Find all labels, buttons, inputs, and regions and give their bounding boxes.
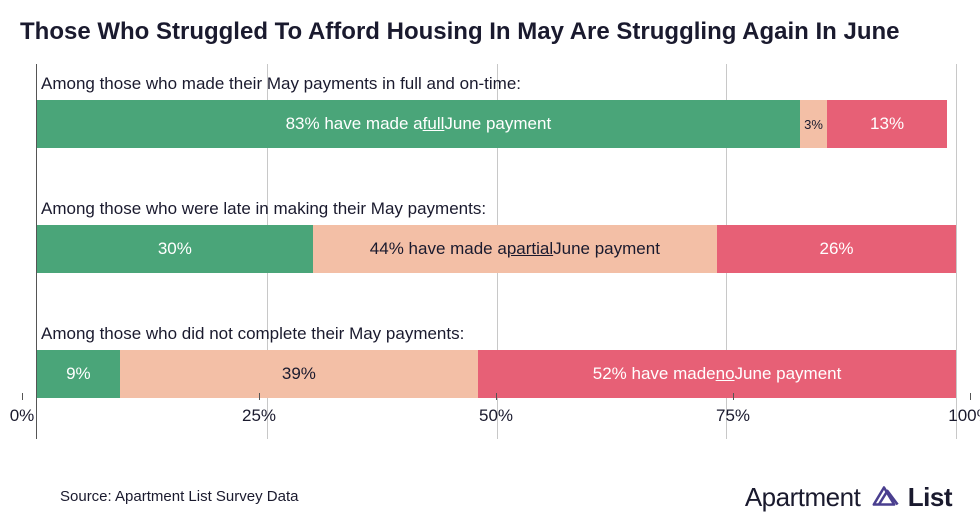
tick-mark (970, 393, 971, 400)
row-label: Among those who made their May payments … (37, 74, 956, 94)
bar-segment: 52% have made no June payment (478, 350, 956, 398)
segment-label: 30% (158, 239, 192, 259)
tick-mark (22, 393, 23, 400)
row-label: Among those who did not complete their M… (37, 324, 956, 344)
tick-label: 50% (479, 406, 513, 426)
stacked-bar: 83% have made a full June payment 3% 13% (37, 100, 956, 148)
bar-row: Among those who were late in making thei… (37, 199, 956, 273)
stacked-bar: 9% 39% 52% have made no June payment (37, 350, 956, 398)
tick-mark (733, 393, 734, 400)
bar-row: Among those who made their May payments … (37, 74, 956, 148)
tick-label: 0% (10, 406, 35, 426)
source-text: Source: Apartment List Survey Data (60, 488, 298, 505)
stacked-bar: 30% 44% have made a partial June payment 2… (37, 225, 956, 273)
segment-label: 13% (870, 114, 904, 134)
bar-segment: 26% (717, 225, 956, 273)
chart-title: Those Who Struggled To Afford Housing In… (14, 18, 966, 46)
segment-label: 83% have made a (286, 114, 423, 134)
segment-label: 39% (282, 364, 316, 384)
segment-label: June payment (444, 114, 551, 134)
bar-segment: 83% have made a full June payment (37, 100, 800, 148)
segment-label-underline: partial (507, 239, 553, 259)
tick-label: 25% (242, 406, 276, 426)
segment-label-underline: no (716, 364, 735, 384)
bar-segment: 13% (827, 100, 946, 148)
tick-label: 100% (948, 406, 980, 426)
gridline (956, 64, 957, 439)
tick-mark (259, 393, 260, 400)
segment-label: 44% have made a (370, 239, 507, 259)
bar-segment: 44% have made a partial June payment (313, 225, 717, 273)
segment-label: 9% (66, 364, 91, 384)
chart-area: Among those who made their May payments … (36, 64, 956, 439)
apartment-list-icon (867, 479, 901, 513)
bar-segment: 30% (37, 225, 313, 273)
segment-label: 3% (804, 117, 823, 132)
brand-text: Apartment List (745, 479, 952, 513)
bar-row: Among those who did not complete their M… (37, 324, 956, 398)
bar-segment: 9% (37, 350, 120, 398)
segment-label: 52% have made (593, 364, 716, 384)
segment-label: 26% (820, 239, 854, 259)
tick-mark (496, 393, 497, 400)
segment-label-underline: full (423, 114, 445, 134)
x-axis: 0%25%50%75%100% (22, 398, 970, 428)
row-label: Among those who were late in making thei… (37, 199, 956, 219)
tick-label: 75% (716, 406, 750, 426)
brand-logo: Apartment List (745, 479, 952, 513)
segment-label: June payment (735, 364, 842, 384)
segment-label: June payment (553, 239, 660, 259)
bar-segment: 39% (120, 350, 478, 398)
bar-segment: 3% (800, 100, 828, 148)
plot-region: Among those who made their May payments … (36, 64, 956, 439)
